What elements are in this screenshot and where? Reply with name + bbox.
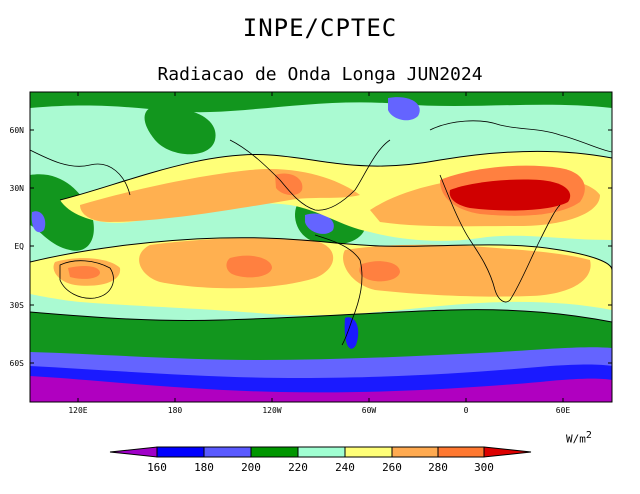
colorbar-segment-260-280 bbox=[391, 446, 439, 458]
colorbar-label-300: 300 bbox=[474, 461, 494, 474]
y-tick-30s: 30S bbox=[10, 301, 25, 310]
x-axis-ticks bbox=[77, 92, 564, 402]
contour-north bbox=[59, 150, 612, 201]
contour-southern bbox=[30, 309, 612, 323]
map-frame bbox=[29, 91, 613, 403]
colorbar-labels: 160 180 200 220 240 260 280 300 bbox=[147, 461, 494, 474]
colorbar-segment-280-300 bbox=[437, 446, 485, 458]
colorbar-label-160: 160 bbox=[147, 461, 167, 474]
contour-south bbox=[30, 237, 612, 271]
y-tick-eq: EQ bbox=[14, 242, 24, 251]
x-tick-120w: 120W bbox=[262, 406, 281, 415]
field-green-siberia bbox=[144, 107, 216, 155]
colorbar-segment-above-300 bbox=[483, 446, 532, 458]
y-tick-60n: 60N bbox=[10, 126, 25, 135]
colorbar-label-280: 280 bbox=[428, 461, 448, 474]
x-tick-120e: 120E bbox=[68, 406, 87, 415]
field-orange-mexico bbox=[275, 173, 303, 196]
field-lightblue-amazon bbox=[305, 213, 334, 234]
field-orange-satl bbox=[359, 261, 400, 282]
x-tick-60e: 60E bbox=[556, 406, 571, 415]
x-tick-0: 0 bbox=[464, 406, 469, 415]
coast-south-america bbox=[314, 234, 363, 346]
map-title: Radiacao de Onda Longa JUN2024 bbox=[157, 64, 483, 85]
field-green-arctic bbox=[30, 92, 612, 113]
units-base: W/m bbox=[566, 432, 586, 446]
field-lightblue-westpac bbox=[31, 211, 46, 233]
field-red-sahara bbox=[449, 179, 571, 211]
y-axis: 60N 30N EQ 30S 60S bbox=[10, 126, 25, 368]
colorbar bbox=[109, 446, 532, 458]
field-blue-chile bbox=[344, 317, 359, 349]
colorbar-label-260: 260 bbox=[382, 461, 402, 474]
coast-north-america bbox=[229, 139, 391, 211]
field-lightorange-satl bbox=[343, 244, 591, 297]
colorbar-segment-200-220 bbox=[250, 446, 299, 458]
y-tick-60s: 60S bbox=[10, 359, 25, 368]
coast-eurasia bbox=[429, 120, 612, 153]
colorbar-segment-240-260 bbox=[344, 446, 393, 458]
field-orange-spac bbox=[226, 255, 272, 278]
colorbar-label-180: 180 bbox=[194, 461, 214, 474]
colorbar-segment-180-200 bbox=[203, 446, 252, 458]
colorbar-segment-below-160 bbox=[109, 446, 158, 458]
x-axis: 120E 180 120W 60W 0 60E bbox=[68, 406, 570, 415]
coast-australia bbox=[59, 260, 114, 299]
colorbar-segment-220-240 bbox=[297, 446, 346, 458]
coast-asia bbox=[30, 149, 131, 196]
x-tick-60w: 60W bbox=[362, 406, 377, 415]
colorbar-label-220: 220 bbox=[288, 461, 308, 474]
units-label: W/m2 bbox=[566, 430, 592, 446]
organization-title: INPE/CPTEC bbox=[242, 14, 398, 42]
colorbar-segment-160-180 bbox=[156, 446, 205, 458]
units-exponent: 2 bbox=[585, 430, 592, 441]
field-green-westpac bbox=[30, 174, 94, 251]
colorbar-label-240: 240 bbox=[335, 461, 355, 474]
coast-africa bbox=[439, 174, 561, 303]
olr-field bbox=[30, 92, 612, 402]
x-tick-180: 180 bbox=[168, 406, 183, 415]
y-axis-ticks bbox=[30, 129, 612, 364]
colorbar-label-200: 200 bbox=[241, 461, 261, 474]
y-tick-30n: 30N bbox=[10, 184, 25, 193]
field-violet-southern bbox=[30, 376, 612, 402]
field-lightblue-arctic bbox=[388, 97, 420, 121]
field-orange-aus bbox=[68, 265, 100, 279]
